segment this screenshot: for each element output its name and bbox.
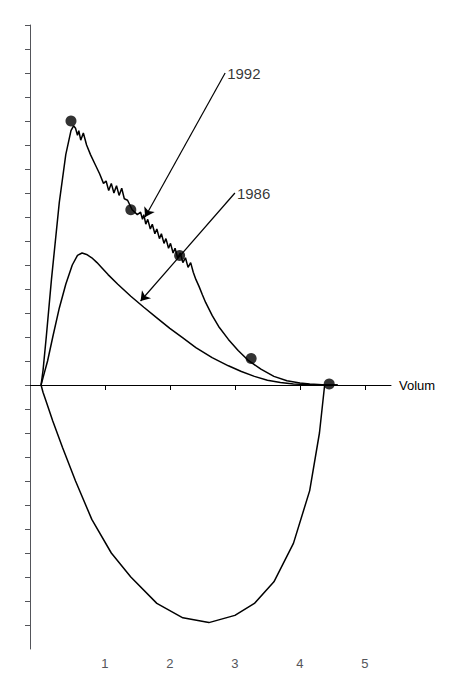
svg-text:2: 2	[166, 656, 173, 671]
svg-text:5: 5	[361, 656, 368, 671]
svg-text:1986: 1986	[237, 185, 270, 202]
svg-text:1992: 1992	[227, 65, 260, 82]
svg-text:Volum: Volum	[399, 378, 435, 393]
svg-text:3: 3	[231, 656, 238, 671]
svg-text:1: 1	[101, 656, 108, 671]
svg-text:4: 4	[296, 656, 303, 671]
